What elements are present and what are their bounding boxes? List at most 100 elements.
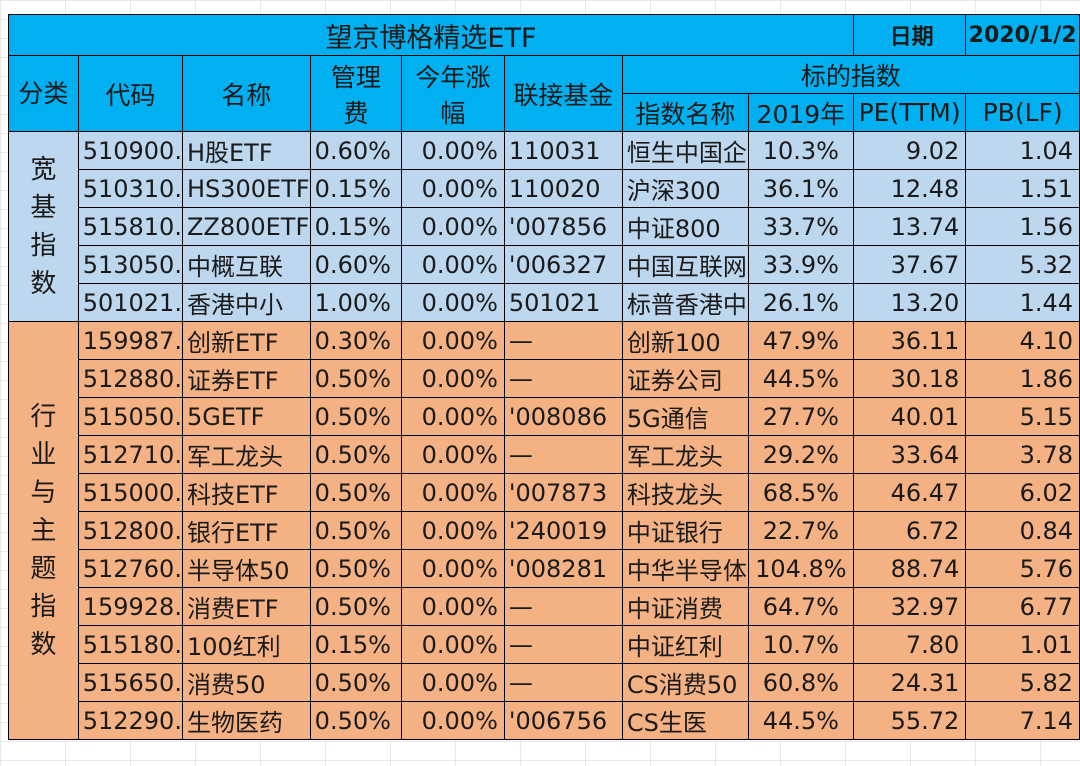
category-char: 主 [30, 515, 57, 546]
ytd-cell: 0.00% [400, 207, 505, 246]
index-name-cell: 中证消费 [621, 587, 749, 626]
code-cell: 515650. [77, 663, 183, 702]
pe-cell: 13.74 [852, 207, 967, 246]
category-char: 指 [30, 591, 57, 622]
pe-cell: 88.74 [852, 549, 967, 588]
return-2019-cell: 60.8% [747, 663, 854, 702]
table-row: 512760. 半导体50 0.50% 0.00% '008281 中华半导体 104.8%… [9, 549, 1080, 588]
return-2019-cell: 68.5% [747, 473, 854, 512]
pb-cell: 1.01 [965, 625, 1080, 664]
name-cell: ZZ800ETF [181, 207, 311, 246]
header-pe: PE(TTM) [852, 93, 967, 132]
name-cell: 半导体50 [181, 549, 311, 588]
table-row: 159928. 消费ETF 0.50% 0.00% — 中证消费 64.7% 32.97 6.7… [9, 587, 1080, 626]
code-cell: 510900. [77, 131, 183, 170]
return-2019-cell: 10.3% [747, 131, 854, 170]
ytd-cell: 0.00% [400, 359, 505, 398]
code-cell: 515050. [77, 397, 183, 436]
name-cell: 证券ETF [181, 359, 311, 398]
feeder-cell: — [503, 359, 623, 398]
index-name-cell: 军工龙头 [621, 435, 749, 474]
header-name: 名称 [181, 55, 311, 132]
return-2019-cell: 22.7% [747, 511, 854, 550]
index-name-cell: 沪深300 [621, 169, 749, 208]
return-2019-cell: 104.8% [747, 549, 854, 588]
index-name-cell: 中证红利 [621, 625, 749, 664]
fee-cell: 0.50% [309, 397, 402, 436]
date-label: 日期 [852, 14, 967, 56]
code-cell: 512800. [77, 511, 183, 550]
header-index-name: 指数名称 [621, 93, 749, 132]
category-char: 基 [30, 192, 57, 223]
name-cell: 军工龙头 [181, 435, 311, 474]
return-2019-cell: 33.9% [747, 245, 854, 284]
feeder-cell: '006327 [503, 245, 623, 284]
feeder-cell: '007873 [503, 473, 623, 512]
category-char: 宽 [30, 154, 57, 185]
name-cell: 消费50 [181, 663, 311, 702]
return-2019-cell: 44.5% [747, 359, 854, 398]
name-cell: HS300ETF [181, 169, 311, 208]
index-name-cell: 中华半导体 [621, 549, 749, 588]
ytd-cell: 0.00% [400, 701, 505, 740]
header-fee-line2: 费 [343, 98, 369, 128]
title-row: 望京博格精选ETF 日期 2020/1/2 [8, 14, 1080, 56]
ytd-cell: 0.00% [400, 131, 505, 170]
pe-cell: 9.02 [852, 131, 967, 170]
table-row: 512290. 生物医药 0.50% 0.00% '006756 CS生医 44.5% 55.… [9, 701, 1080, 740]
code-cell: 515000. [77, 473, 183, 512]
fee-cell: 0.50% [309, 549, 402, 588]
header-category: 分类 [8, 55, 79, 132]
header-pb: PB(LF) [965, 93, 1080, 132]
index-name-cell: 证券公司 [621, 359, 749, 398]
code-cell: 515810. [77, 207, 183, 246]
code-cell: 515180. [77, 625, 183, 664]
fee-cell: 1.00% [309, 283, 402, 322]
table-row: 515180. 100红利 0.15% 0.00% — 中证红利 10.7% 7.80 1.01 [9, 625, 1080, 664]
index-name-cell: 标普香港中 [621, 283, 749, 322]
pe-cell: 36.11 [852, 321, 967, 360]
pe-cell: 6.72 [852, 511, 967, 550]
name-cell: 100红利 [181, 625, 311, 664]
pb-cell: 1.44 [965, 283, 1080, 322]
feeder-cell: '008281 [503, 549, 623, 588]
ytd-cell: 0.00% [400, 549, 505, 588]
broad-category-label: 宽基指数 [8, 131, 79, 322]
name-cell: 消费ETF [181, 587, 311, 626]
fee-cell: 0.50% [309, 587, 402, 626]
table-row: 515000. 科技ETF 0.50% 0.00% '007873 科技龙头 68.5% 46… [9, 473, 1080, 512]
pe-cell: 37.67 [852, 245, 967, 284]
name-cell: 5GETF [181, 397, 311, 436]
code-cell: 501021. [77, 283, 183, 322]
feeder-cell: — [503, 587, 623, 626]
category-char: 数 [30, 268, 57, 299]
header-row-1: 分类 代码 名称 管理 费 今年涨 幅 联接基金 标的指数 [8, 55, 1080, 132]
header-fee: 管理 费 [309, 55, 402, 132]
date-value: 2020/1/2 [965, 14, 1080, 56]
index-name-cell: 5G通信 [621, 397, 749, 436]
return-2019-cell: 36.1% [747, 169, 854, 208]
name-cell: 生物医药 [181, 701, 311, 740]
feeder-cell: 501021 [503, 283, 623, 322]
return-2019-cell: 33.7% [747, 207, 854, 246]
code-cell: 510310. [77, 169, 183, 208]
header-2019: 2019年 [747, 93, 854, 132]
pb-cell: 0.84 [965, 511, 1080, 550]
header-index-group: 标的指数 [621, 55, 1080, 94]
pb-cell: 5.32 [965, 245, 1080, 284]
pe-cell: 13.20 [852, 283, 967, 322]
ytd-cell: 0.00% [400, 245, 505, 284]
ytd-cell: 0.00% [400, 625, 505, 664]
fee-cell: 0.50% [309, 435, 402, 474]
table-row: 行业与主题指数 159987. 创新ETF 0.30% 0.00% — 创新100 47.9%… [8, 321, 1080, 740]
feeder-cell: '240019 [503, 511, 623, 550]
etf-table: 望京博格精选ETF 日期 2020/1/2 分类 代码 名称 管理 费 今年涨 … [8, 14, 1080, 740]
fee-cell: 0.50% [309, 511, 402, 550]
return-2019-cell: 29.2% [747, 435, 854, 474]
feeder-cell: — [503, 663, 623, 702]
pe-cell: 24.31 [852, 663, 967, 702]
sheet-title: 望京博格精选ETF [8, 14, 854, 56]
index-name-cell: CS消费50 [621, 663, 749, 702]
fee-cell: 0.15% [309, 207, 402, 246]
feeder-cell: '008086 [503, 397, 623, 436]
